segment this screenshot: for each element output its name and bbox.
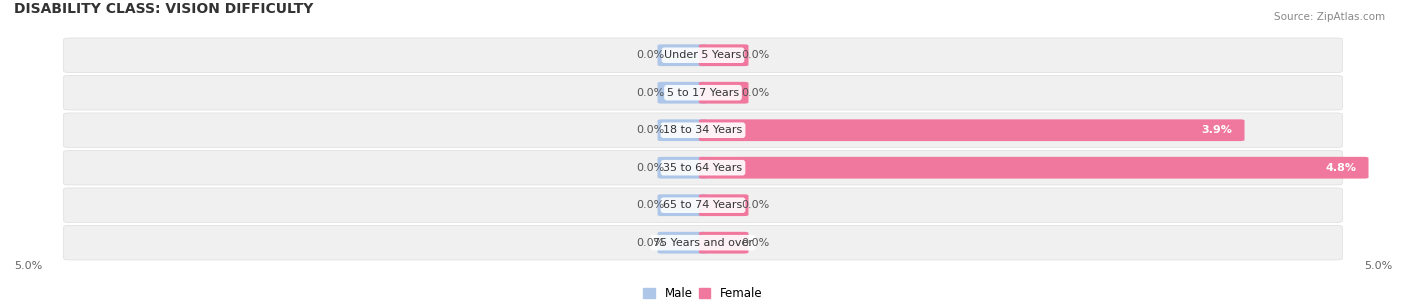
Text: 4.8%: 4.8%: [1324, 163, 1357, 173]
FancyBboxPatch shape: [63, 150, 1343, 185]
FancyBboxPatch shape: [699, 44, 748, 66]
Text: 5.0%: 5.0%: [1364, 261, 1392, 271]
Text: 0.0%: 0.0%: [741, 200, 770, 210]
Text: Under 5 Years: Under 5 Years: [665, 50, 741, 60]
Text: 5 to 17 Years: 5 to 17 Years: [666, 88, 740, 98]
Text: 3.9%: 3.9%: [1201, 125, 1232, 135]
Text: 0.0%: 0.0%: [741, 88, 770, 98]
FancyBboxPatch shape: [699, 194, 748, 216]
FancyBboxPatch shape: [699, 82, 748, 104]
Text: 0.0%: 0.0%: [636, 88, 665, 98]
Text: 0.0%: 0.0%: [636, 200, 665, 210]
Text: DISABILITY CLASS: VISION DIFFICULTY: DISABILITY CLASS: VISION DIFFICULTY: [14, 2, 314, 16]
Text: 0.0%: 0.0%: [636, 50, 665, 60]
FancyBboxPatch shape: [63, 226, 1343, 260]
FancyBboxPatch shape: [63, 38, 1343, 72]
FancyBboxPatch shape: [658, 82, 707, 104]
Text: 0.0%: 0.0%: [741, 50, 770, 60]
Text: 0.0%: 0.0%: [636, 125, 665, 135]
FancyBboxPatch shape: [658, 44, 707, 66]
FancyBboxPatch shape: [658, 232, 707, 254]
Text: 35 to 64 Years: 35 to 64 Years: [664, 163, 742, 173]
Text: 5.0%: 5.0%: [14, 261, 42, 271]
Legend: Male, Female: Male, Female: [638, 283, 768, 304]
FancyBboxPatch shape: [63, 113, 1343, 147]
FancyBboxPatch shape: [658, 157, 707, 178]
Text: 75 Years and over: 75 Years and over: [652, 238, 754, 248]
Text: 0.0%: 0.0%: [636, 163, 665, 173]
Text: 0.0%: 0.0%: [636, 238, 665, 248]
FancyBboxPatch shape: [63, 75, 1343, 110]
Text: 65 to 74 Years: 65 to 74 Years: [664, 200, 742, 210]
FancyBboxPatch shape: [63, 188, 1343, 223]
FancyBboxPatch shape: [699, 119, 1244, 141]
FancyBboxPatch shape: [658, 119, 707, 141]
FancyBboxPatch shape: [658, 194, 707, 216]
FancyBboxPatch shape: [699, 157, 1368, 178]
Text: Source: ZipAtlas.com: Source: ZipAtlas.com: [1274, 12, 1385, 22]
Text: 18 to 34 Years: 18 to 34 Years: [664, 125, 742, 135]
FancyBboxPatch shape: [699, 232, 748, 254]
Text: 0.0%: 0.0%: [741, 238, 770, 248]
